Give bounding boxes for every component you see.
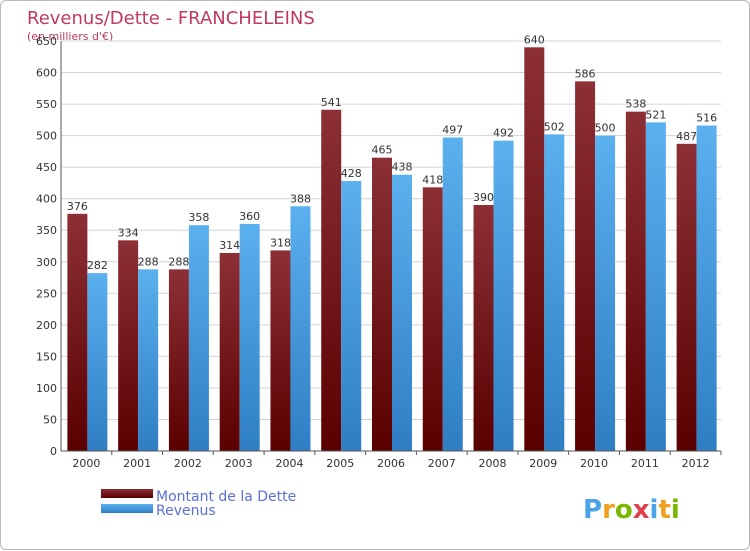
y-tick-label: 550 (36, 98, 57, 111)
data-label: 288 (138, 255, 159, 268)
bar-revenus (341, 181, 362, 451)
legend-label-revenus: Revenus (156, 503, 216, 519)
bar-dette (575, 81, 596, 451)
legend: Montant de la Dette Revenus (101, 489, 296, 519)
data-label: 516 (696, 112, 717, 125)
bar-dette (168, 269, 189, 451)
x-tick-label: 2004 (275, 457, 303, 470)
data-label: 492 (493, 127, 514, 140)
bar-dette (372, 157, 392, 451)
x-tick-label: 2001 (123, 457, 151, 470)
logo-letter: i (671, 495, 680, 525)
chart-subtitle: (en milliers d'€) (27, 30, 113, 43)
bar-revenus (392, 174, 412, 451)
data-label: 334 (118, 226, 139, 239)
bar-dette (473, 205, 494, 451)
bar-revenus (290, 206, 311, 451)
logo-letter: r (602, 495, 615, 525)
x-tick-label: 2011 (631, 457, 659, 470)
x-tick-label: 2003 (225, 457, 253, 470)
data-label: 390 (473, 191, 494, 204)
bar-dette (676, 143, 697, 452)
legend-swatch-revenus (101, 504, 153, 513)
x-tick-label: 2002 (174, 457, 202, 470)
bar-dette (67, 213, 88, 451)
data-label: 282 (87, 259, 108, 272)
bar-revenus (696, 125, 717, 452)
data-label: 288 (168, 255, 189, 268)
logo-letter: x (633, 495, 650, 525)
data-label: 318 (270, 236, 291, 249)
logo-letter: P (583, 495, 602, 525)
x-tick-label: 2006 (377, 457, 405, 470)
data-label: 538 (625, 98, 646, 111)
data-label: 428 (341, 167, 362, 180)
logo-text: Proxiti (583, 495, 680, 525)
bar-revenus (645, 122, 666, 451)
x-tick-label: 2010 (580, 457, 608, 470)
x-tick-label: 2009 (529, 457, 557, 470)
bar-revenus (188, 225, 209, 451)
bar-revenus (595, 135, 616, 451)
y-tick-label: 400 (36, 193, 57, 206)
data-label: 388 (290, 192, 311, 205)
data-label: 640 (524, 33, 545, 46)
x-tick-label: 2007 (428, 457, 456, 470)
x-tick-label: 2000 (72, 457, 100, 470)
logo-letter: i (650, 495, 659, 525)
data-label: 502 (544, 120, 565, 133)
y-tick-label: 250 (36, 287, 57, 300)
y-tick-label: 100 (36, 382, 57, 395)
bar-revenus (138, 269, 159, 451)
y-tick-label: 650 (36, 35, 57, 48)
data-label: 314 (219, 239, 240, 252)
legend-swatch-debt (101, 489, 153, 498)
proxiti-logo: Proxiti (583, 495, 680, 525)
data-label: 376 (67, 200, 88, 213)
y-tick-label: 350 (36, 224, 57, 237)
y-tick-label: 0 (50, 445, 57, 458)
bar-revenus (87, 273, 108, 451)
axes: 0 50 100 150 200 250 300 350 400 450 500 550 600 650 2… (36, 35, 722, 470)
data-label: 465 (372, 144, 393, 157)
bar-dette (422, 187, 443, 452)
logo-letter: t (658, 495, 670, 525)
bar-revenus (442, 137, 463, 451)
legend-label-debt: Montant de la Dette (156, 489, 296, 505)
y-tick-label: 300 (36, 256, 57, 269)
bar-dette (118, 240, 139, 451)
data-label: 358 (188, 211, 209, 224)
bar-dette (219, 252, 240, 451)
chart-title: Revenus/Dette - FRANCHELEINS (27, 8, 315, 29)
data-label: 497 (442, 124, 463, 137)
data-label: 360 (239, 210, 260, 223)
bar-revenus (544, 134, 565, 451)
x-tick-label: 2008 (479, 457, 507, 470)
bar-dette (524, 47, 545, 452)
data-label: 418 (422, 173, 443, 186)
y-tick-label: 450 (36, 161, 57, 174)
data-label: 438 (392, 161, 413, 174)
y-tick-label: 500 (36, 130, 57, 143)
y-tick-label: 50 (43, 413, 57, 426)
x-tick-label: 2005 (326, 457, 354, 470)
data-label: 521 (645, 108, 666, 121)
logo-letter: o (615, 495, 633, 525)
bars: 376 282 334 288 288 358 314 360 318 388 541 428 465 4… (67, 33, 717, 452)
y-tick-label: 150 (36, 350, 57, 363)
y-tick-label: 600 (36, 67, 57, 80)
bar-dette (625, 111, 646, 452)
data-label: 500 (595, 122, 616, 135)
bar-revenus (493, 140, 514, 451)
x-tick-label: 2012 (682, 457, 710, 470)
bar-dette (321, 109, 342, 451)
bar-revenus (239, 223, 260, 451)
bar-dette (270, 250, 291, 451)
data-label: 541 (321, 96, 342, 109)
data-label: 586 (575, 67, 596, 80)
data-label: 487 (676, 130, 697, 143)
y-tick-label: 200 (36, 319, 57, 332)
